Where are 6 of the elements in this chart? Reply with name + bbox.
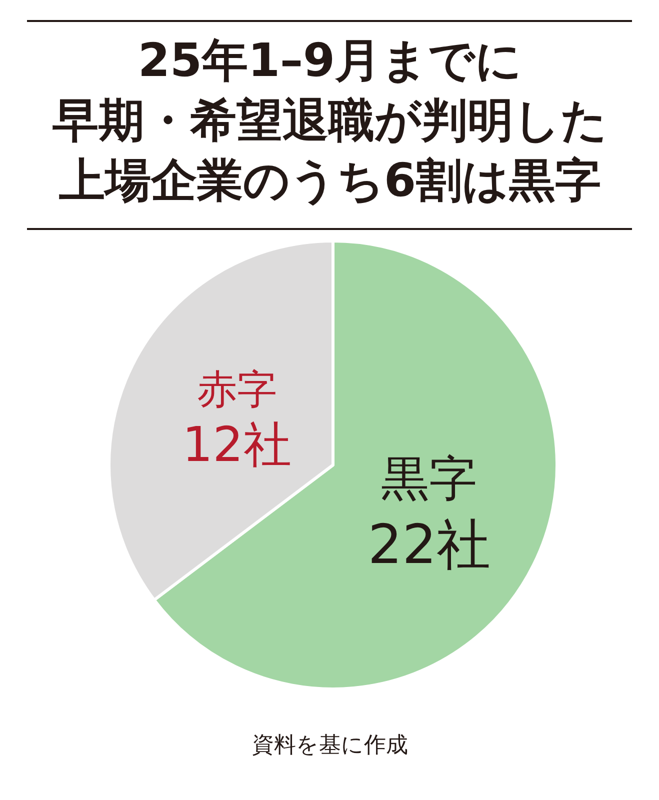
slice-label: 赤字 (196, 367, 277, 414)
slice-label: 黒字 (381, 450, 478, 507)
text: 資料を基に作成 (252, 733, 408, 758)
data-label: 22社 (368, 512, 491, 576)
data-label: 12社 (182, 417, 292, 474)
chart-title: 25年1–9月までに早期・希望退職が判明した上場企業のうち6割は黒字 (52, 33, 608, 207)
